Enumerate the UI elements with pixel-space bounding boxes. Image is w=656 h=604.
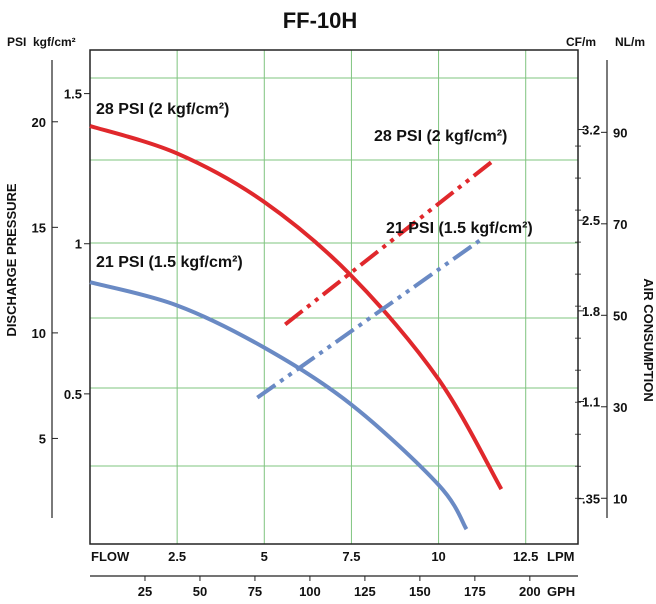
cfm-tick-label-2: 1.8 — [582, 304, 600, 319]
lpm-tick-label-3: 10 — [431, 549, 445, 564]
kgf-tick-label-0: 0.5 — [64, 387, 82, 402]
nlm-tick-label-3: 70 — [613, 217, 627, 232]
air-line-label-21psi: 21 PSI (1.5 kgf/cm²) — [386, 220, 533, 237]
flow-label: FLOW — [91, 549, 130, 564]
nlm-tick-label-1: 30 — [613, 400, 627, 415]
pressure-curve-label-28psi: 28 PSI (2 kgf/cm²) — [96, 101, 229, 118]
cfm-tick-label-4: 3.2 — [582, 123, 600, 138]
cfm-tick-label-0: .35 — [582, 492, 600, 507]
lpm-tick-label-1: 5 — [261, 549, 268, 564]
pressure-curve-28psi — [89, 124, 504, 491]
cfm-tick-label-3: 2.5 — [582, 213, 600, 228]
pressure-curve-label-21psi: 21 PSI (1.5 kgf/cm²) — [96, 254, 243, 271]
series-labels: 28 PSI (2 kgf/cm²) 21 PSI (1.5 kgf/cm²) 28… — [96, 101, 533, 271]
psi-tick-label-2: 15 — [32, 220, 46, 235]
y2-axis-title: AIR CONSUMPTION — [641, 278, 656, 402]
series-lines — [89, 124, 504, 531]
unit-nlm-label: NL/m — [615, 35, 645, 49]
y-axis-title: DISCHARGE PRESSURE — [4, 183, 19, 336]
grid — [90, 50, 578, 544]
gph-tick-label-5: 150 — [409, 584, 431, 599]
lpm-tick-label-2: 7.5 — [342, 549, 360, 564]
gph-tick-label-2: 75 — [248, 584, 262, 599]
psi-tick-label-1: 10 — [32, 326, 46, 341]
lpm-label: LPM — [547, 549, 574, 564]
plot-frame — [51, 49, 608, 545]
air-line-label-28psi: 28 PSI (2 kgf/cm²) — [374, 128, 507, 145]
cfm-tick-label-1: 1.1 — [582, 395, 600, 410]
pressure-curve-21psi — [89, 280, 469, 531]
nlm-tick-label-4: 90 — [613, 125, 627, 140]
psi-tick-label-0: 5 — [39, 431, 46, 446]
nlm-tick-label-0: 10 — [613, 491, 627, 506]
unit-psi-label: PSI — [7, 35, 26, 49]
gph-tick-label-4: 125 — [354, 584, 376, 599]
air-line-21psi — [256, 235, 486, 400]
gph-tick-label-0: 25 — [138, 584, 152, 599]
gph-tick-label-3: 100 — [299, 584, 321, 599]
nlm-tick-label-2: 50 — [613, 308, 627, 323]
chart-title: FF-10H — [283, 8, 358, 33]
gph-label: GPH — [547, 584, 575, 599]
psi-tick-label-3: 20 — [32, 115, 46, 130]
kgf-tick-label-1: 1 — [75, 237, 82, 252]
gph-tick-label-7: 200 — [519, 584, 541, 599]
unit-kgf-label: kgf/cm² — [33, 35, 76, 49]
plot-area-border — [89, 49, 579, 545]
air-line-28psi — [283, 158, 496, 327]
ticks: 5 10 15 20 0.5 1 1.5 .35 1.1 1.8 2.5 3.2 10 30 50 70 90 2… — [32, 87, 628, 599]
kgf-tick-label-2: 1.5 — [64, 87, 82, 102]
gph-tick-label-6: 175 — [464, 584, 486, 599]
gph-tick-label-1: 50 — [193, 584, 207, 599]
unit-cfm-label: CF/m — [566, 35, 596, 49]
lpm-tick-label-4: 12.5 — [513, 549, 538, 564]
lpm-tick-label-0: 2.5 — [168, 549, 186, 564]
